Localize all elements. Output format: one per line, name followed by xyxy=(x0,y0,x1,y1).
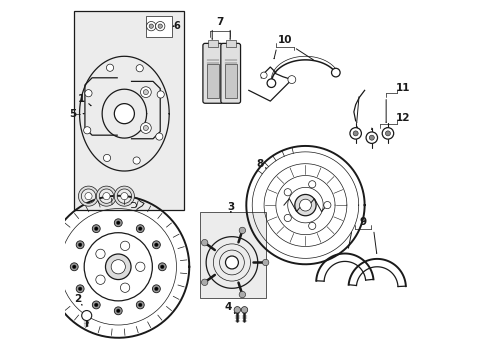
FancyBboxPatch shape xyxy=(221,43,240,103)
Circle shape xyxy=(138,303,142,307)
Circle shape xyxy=(201,279,207,285)
FancyBboxPatch shape xyxy=(207,40,217,46)
Circle shape xyxy=(70,263,78,271)
FancyBboxPatch shape xyxy=(74,12,183,211)
Circle shape xyxy=(136,65,143,72)
Circle shape xyxy=(85,90,92,97)
Circle shape xyxy=(160,265,164,269)
Circle shape xyxy=(106,64,113,71)
Circle shape xyxy=(284,215,291,221)
FancyBboxPatch shape xyxy=(199,212,265,298)
Text: 2: 2 xyxy=(74,294,81,304)
Text: 9: 9 xyxy=(359,217,366,227)
Circle shape xyxy=(241,307,247,313)
Circle shape xyxy=(138,227,142,230)
Circle shape xyxy=(308,181,315,188)
Circle shape xyxy=(102,193,110,200)
Text: 7: 7 xyxy=(216,17,224,27)
Circle shape xyxy=(284,189,291,196)
Circle shape xyxy=(262,259,268,266)
Circle shape xyxy=(155,133,163,140)
Circle shape xyxy=(114,104,134,124)
Circle shape xyxy=(308,222,315,230)
Circle shape xyxy=(116,221,120,225)
Circle shape xyxy=(94,227,98,230)
Circle shape xyxy=(152,241,160,249)
Circle shape xyxy=(94,303,98,307)
Circle shape xyxy=(349,128,361,139)
Circle shape xyxy=(85,193,92,200)
Circle shape xyxy=(140,87,151,98)
FancyBboxPatch shape xyxy=(225,40,235,46)
FancyBboxPatch shape xyxy=(206,64,218,98)
Text: 12: 12 xyxy=(395,113,410,123)
Text: 10: 10 xyxy=(277,35,292,45)
Circle shape xyxy=(239,227,245,234)
FancyBboxPatch shape xyxy=(145,16,171,37)
Circle shape xyxy=(136,301,144,309)
Circle shape xyxy=(111,260,125,274)
Circle shape xyxy=(114,307,122,315)
Circle shape xyxy=(105,254,131,280)
Circle shape xyxy=(116,309,120,312)
Circle shape xyxy=(201,239,207,246)
Circle shape xyxy=(260,72,266,78)
Circle shape xyxy=(114,219,122,227)
Circle shape xyxy=(96,249,105,258)
Circle shape xyxy=(121,193,128,200)
Circle shape xyxy=(83,127,91,134)
Text: 6: 6 xyxy=(173,21,180,31)
Circle shape xyxy=(152,285,160,293)
Circle shape xyxy=(239,291,245,298)
Circle shape xyxy=(78,243,82,247)
Text: 8: 8 xyxy=(255,159,263,169)
Circle shape xyxy=(294,194,315,216)
Circle shape xyxy=(158,24,162,28)
Circle shape xyxy=(92,301,100,309)
Circle shape xyxy=(368,135,373,140)
Circle shape xyxy=(266,79,275,87)
Circle shape xyxy=(158,263,166,271)
Circle shape xyxy=(323,202,330,209)
Circle shape xyxy=(331,68,340,77)
Circle shape xyxy=(140,123,151,134)
Circle shape xyxy=(299,199,311,211)
Circle shape xyxy=(120,241,129,251)
Circle shape xyxy=(154,287,158,291)
Circle shape xyxy=(143,90,148,95)
Circle shape xyxy=(120,283,129,292)
Circle shape xyxy=(234,307,240,313)
Circle shape xyxy=(72,265,76,269)
Circle shape xyxy=(157,91,164,98)
Text: 11: 11 xyxy=(395,83,410,93)
Circle shape xyxy=(103,154,110,162)
Circle shape xyxy=(287,76,295,84)
Circle shape xyxy=(154,243,158,247)
Circle shape xyxy=(76,285,84,293)
Circle shape xyxy=(385,131,389,136)
Circle shape xyxy=(225,256,238,269)
Circle shape xyxy=(352,131,357,136)
Text: 4: 4 xyxy=(224,302,232,312)
Circle shape xyxy=(81,311,92,320)
FancyBboxPatch shape xyxy=(203,43,222,103)
Text: 5: 5 xyxy=(69,109,76,119)
Text: 3: 3 xyxy=(227,202,234,212)
Circle shape xyxy=(149,24,153,28)
FancyBboxPatch shape xyxy=(224,64,236,98)
Text: 1: 1 xyxy=(78,94,85,104)
Circle shape xyxy=(133,157,140,164)
Circle shape xyxy=(143,126,148,131)
Circle shape xyxy=(366,132,377,143)
Circle shape xyxy=(155,22,164,31)
Circle shape xyxy=(136,225,144,233)
Circle shape xyxy=(135,262,144,271)
Circle shape xyxy=(382,128,393,139)
Circle shape xyxy=(96,275,105,284)
Circle shape xyxy=(78,287,82,291)
Circle shape xyxy=(92,225,100,233)
Circle shape xyxy=(146,22,156,31)
Circle shape xyxy=(76,241,84,249)
